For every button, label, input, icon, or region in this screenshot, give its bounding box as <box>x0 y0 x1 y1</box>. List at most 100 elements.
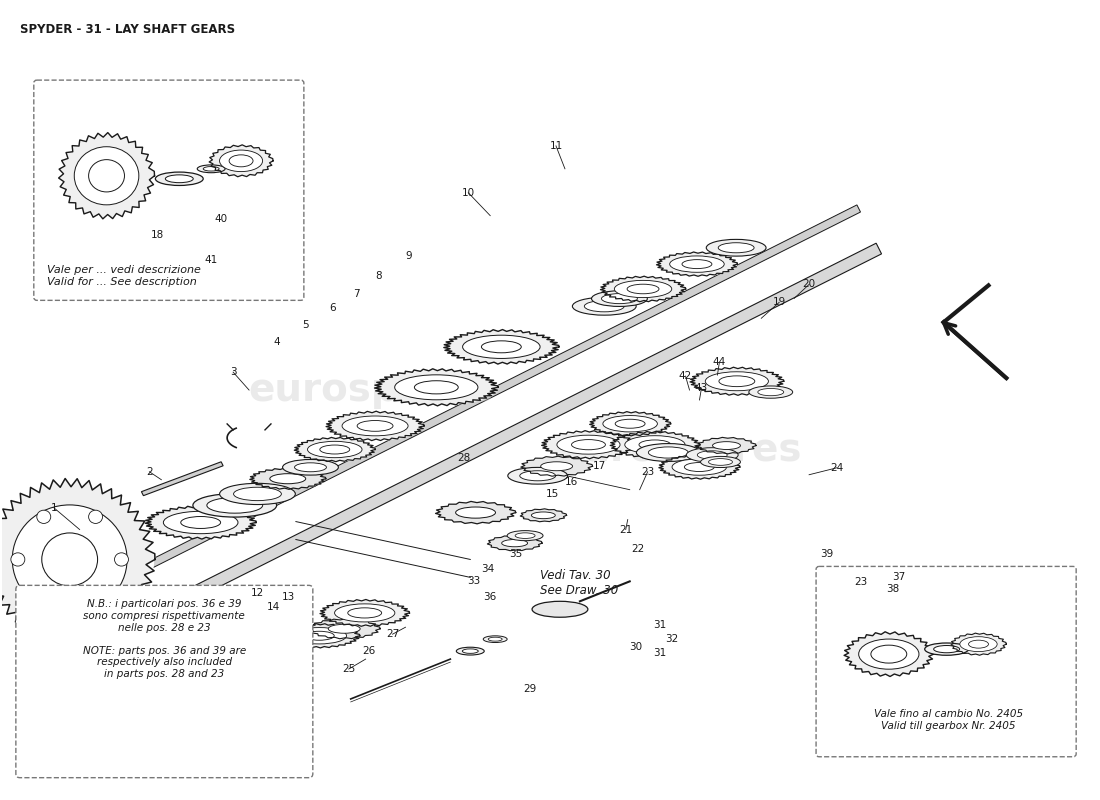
Ellipse shape <box>358 421 393 431</box>
Polygon shape <box>326 411 425 441</box>
Text: 23: 23 <box>641 466 654 477</box>
Ellipse shape <box>520 470 556 481</box>
Text: eurospares: eurospares <box>557 431 802 469</box>
Ellipse shape <box>610 431 700 458</box>
Ellipse shape <box>691 367 783 395</box>
Ellipse shape <box>713 442 740 450</box>
Ellipse shape <box>686 448 738 462</box>
Text: 14: 14 <box>266 602 279 612</box>
Ellipse shape <box>328 624 360 634</box>
Ellipse shape <box>415 381 459 394</box>
Ellipse shape <box>483 636 507 642</box>
Ellipse shape <box>36 595 51 609</box>
Text: 25: 25 <box>342 664 355 674</box>
Ellipse shape <box>320 599 409 626</box>
Ellipse shape <box>684 462 714 471</box>
Polygon shape <box>142 462 223 496</box>
Ellipse shape <box>540 603 580 615</box>
Ellipse shape <box>488 638 503 641</box>
Text: 7: 7 <box>353 290 360 299</box>
Text: Vale fino al cambio No. 2405
Valid till gearbox Nr. 2405: Vale fino al cambio No. 2405 Valid till … <box>874 709 1023 730</box>
Ellipse shape <box>968 640 989 648</box>
Polygon shape <box>308 618 381 638</box>
FancyBboxPatch shape <box>816 566 1076 757</box>
Ellipse shape <box>0 479 154 640</box>
Ellipse shape <box>542 430 635 458</box>
Ellipse shape <box>305 631 334 640</box>
Ellipse shape <box>455 507 495 518</box>
Ellipse shape <box>672 459 727 475</box>
Ellipse shape <box>614 280 672 298</box>
Ellipse shape <box>749 386 793 398</box>
Text: 41: 41 <box>205 255 218 266</box>
Ellipse shape <box>229 155 253 167</box>
Ellipse shape <box>657 252 737 276</box>
Text: 27: 27 <box>386 629 399 639</box>
Ellipse shape <box>482 341 521 353</box>
Ellipse shape <box>639 440 671 450</box>
Ellipse shape <box>507 530 543 541</box>
Text: 12: 12 <box>251 588 264 598</box>
Text: 21: 21 <box>619 525 632 534</box>
Ellipse shape <box>584 301 624 312</box>
Ellipse shape <box>155 172 204 186</box>
Ellipse shape <box>36 510 51 523</box>
Ellipse shape <box>279 624 360 648</box>
Ellipse shape <box>42 533 98 586</box>
Ellipse shape <box>532 602 587 618</box>
Text: 17: 17 <box>593 461 606 470</box>
Ellipse shape <box>625 436 685 454</box>
Ellipse shape <box>934 646 959 653</box>
Ellipse shape <box>925 643 968 655</box>
Ellipse shape <box>342 416 408 436</box>
Ellipse shape <box>233 487 282 501</box>
Ellipse shape <box>960 637 998 652</box>
Text: eurospares: eurospares <box>248 371 494 409</box>
Ellipse shape <box>627 284 659 294</box>
Text: 33: 33 <box>468 576 481 586</box>
Polygon shape <box>278 624 360 648</box>
Ellipse shape <box>548 606 572 613</box>
Text: 31: 31 <box>653 620 667 630</box>
Polygon shape <box>697 438 756 454</box>
Ellipse shape <box>308 442 362 458</box>
Polygon shape <box>145 506 256 539</box>
Text: 35: 35 <box>509 550 522 559</box>
Polygon shape <box>657 252 737 276</box>
Polygon shape <box>443 330 559 364</box>
Text: 37: 37 <box>892 572 905 582</box>
Ellipse shape <box>320 445 350 454</box>
Text: Vale per ... vedi descrizione
Valid for ... See description: Vale per ... vedi descrizione Valid for … <box>47 266 200 287</box>
Text: 2: 2 <box>146 466 153 477</box>
Ellipse shape <box>375 369 497 406</box>
Ellipse shape <box>502 539 528 546</box>
Ellipse shape <box>462 649 478 654</box>
Ellipse shape <box>75 146 139 205</box>
Ellipse shape <box>220 150 263 171</box>
Text: 44: 44 <box>713 357 726 367</box>
Text: 11: 11 <box>549 141 562 151</box>
Polygon shape <box>590 412 671 436</box>
Ellipse shape <box>601 276 685 302</box>
Ellipse shape <box>395 375 477 400</box>
Ellipse shape <box>204 166 219 171</box>
Polygon shape <box>100 205 860 593</box>
Ellipse shape <box>145 506 255 539</box>
Ellipse shape <box>637 443 701 462</box>
Polygon shape <box>844 632 934 677</box>
Polygon shape <box>320 599 409 626</box>
Ellipse shape <box>164 511 238 534</box>
Ellipse shape <box>180 517 221 529</box>
Text: 38: 38 <box>887 584 900 594</box>
Text: 30: 30 <box>629 642 642 652</box>
Text: 29: 29 <box>524 684 537 694</box>
Ellipse shape <box>348 608 382 618</box>
Ellipse shape <box>701 456 740 467</box>
Ellipse shape <box>572 439 605 450</box>
Ellipse shape <box>590 412 670 436</box>
Text: 36: 36 <box>484 592 497 602</box>
Ellipse shape <box>708 458 733 466</box>
Polygon shape <box>119 243 881 634</box>
Ellipse shape <box>209 145 273 177</box>
Ellipse shape <box>697 450 727 459</box>
